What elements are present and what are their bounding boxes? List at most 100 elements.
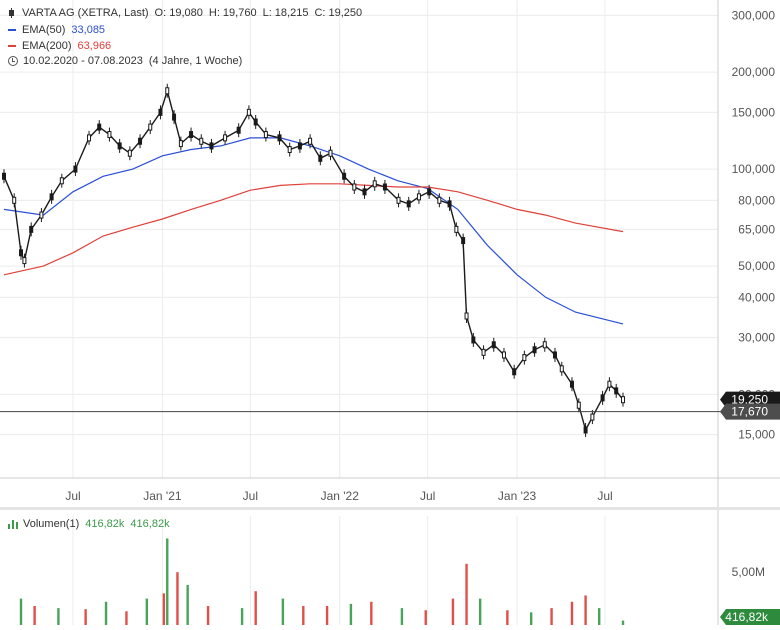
candle-body (209, 142, 214, 150)
candle-body (342, 172, 347, 180)
y-tick-label: 300,000 (732, 8, 776, 22)
candle-body (569, 380, 574, 388)
volume-bar (186, 584, 189, 625)
candle-body (382, 183, 387, 191)
volume-bar (33, 606, 36, 625)
candle-body (406, 200, 411, 208)
candle-body (189, 131, 194, 139)
candle-body (427, 188, 432, 196)
candle-body (590, 413, 595, 421)
ema200-swatch (8, 45, 16, 47)
legend-ema200[interactable]: EMA(200) 63,966 (8, 39, 117, 53)
y-tick-label: 100,000 (732, 162, 776, 176)
volume-bar (104, 601, 108, 625)
y-tick-label: 40,000 (738, 290, 775, 304)
candle-body (532, 346, 537, 354)
ohlc-open: O: 19,080 (154, 7, 203, 19)
volume-bar (584, 595, 587, 625)
candle-body (416, 193, 421, 201)
candle-body (559, 365, 564, 373)
candle-body (87, 134, 92, 142)
last-price-label: 19,250 (731, 393, 768, 407)
candle-body (491, 341, 496, 349)
candle-body (148, 123, 153, 131)
instrument-header: VARTA AG (XETRA, Last) O: 19,080 H: 19,7… (8, 6, 368, 20)
candle-body (600, 394, 605, 402)
candle-body (223, 134, 228, 142)
candle-body (454, 225, 459, 233)
candle-body (165, 87, 170, 95)
volume-bar (325, 606, 329, 625)
candle-body (158, 108, 163, 116)
x-tick-label: Jul (65, 489, 80, 503)
ohlc-close: C: 19,250 (314, 7, 363, 19)
x-tick-label: Jul (597, 489, 612, 503)
candle-body (277, 134, 282, 142)
candle-body (97, 123, 102, 131)
volume-bar (451, 598, 455, 625)
legend-ema50[interactable]: EMA(50) 33,085 (8, 23, 111, 37)
y-tick-label: 80,000 (738, 193, 775, 207)
volume-last-label: 416,82k (725, 610, 769, 624)
volume-label: Volumen(1) (23, 518, 80, 530)
date-range: 10.02.2020 - 07.08.2023 (4 Jahre, 1 Woch… (8, 54, 248, 68)
candle-body (447, 200, 452, 208)
ohlc-high: H: 19,760 (208, 7, 257, 19)
volume-bar (84, 609, 87, 625)
ohlc-low: L: 18,215 (262, 7, 309, 19)
volume-y-tick-label: 5,00M (732, 565, 765, 579)
volume-bar (125, 611, 128, 625)
ema-line (3, 137, 624, 325)
candle-body (287, 146, 292, 154)
candle-body (253, 118, 258, 126)
volume-bars-icon (8, 519, 18, 529)
candle-body (552, 351, 557, 359)
ema50-value: 33,085 (71, 24, 106, 36)
ema50-swatch (8, 29, 16, 31)
candle-body (138, 137, 143, 145)
volume-bar (349, 603, 353, 625)
candle-body (49, 193, 54, 201)
volume-bar (166, 538, 169, 625)
volume-bar (400, 608, 404, 625)
candle-body (461, 237, 466, 245)
candle-body (362, 188, 367, 196)
x-tick-label: Jan '23 (498, 489, 537, 503)
candle-body (297, 142, 302, 150)
ema50-label: EMA(50) (22, 24, 66, 36)
candle-body (117, 142, 122, 150)
y-tick-label: 150,000 (732, 105, 776, 119)
pane-separator (0, 507, 780, 510)
candle-body (318, 154, 323, 162)
y-tick-label: 30,000 (738, 331, 775, 345)
candle-body (352, 183, 357, 191)
clock-icon (8, 56, 18, 66)
candle-body (73, 165, 78, 173)
volume-bar (478, 598, 482, 625)
ema200-label: EMA(200) (22, 40, 72, 52)
candle-body (308, 137, 313, 145)
volume-bar (597, 608, 601, 625)
candle-body (127, 149, 132, 157)
candle-body (576, 401, 581, 409)
candle-body (328, 149, 333, 157)
candle-body (512, 368, 517, 376)
candle-body (39, 211, 44, 219)
candle-body (19, 249, 24, 257)
volume-bar (206, 606, 210, 625)
ema200-value: 63,966 (77, 40, 112, 52)
volume-header: Volumen(1) 416,82k 416,82k (8, 517, 176, 531)
candle-body (614, 387, 619, 395)
volume-bar (57, 608, 60, 625)
y-tick-label: 200,000 (732, 65, 776, 79)
candle-body (522, 354, 527, 362)
candle-body (12, 196, 17, 204)
candle-body (172, 113, 177, 121)
volume-bar (506, 610, 509, 625)
ema-line (3, 183, 624, 276)
hline-price-tag (720, 403, 780, 420)
price-line (3, 88, 624, 432)
candle-body (29, 225, 34, 233)
